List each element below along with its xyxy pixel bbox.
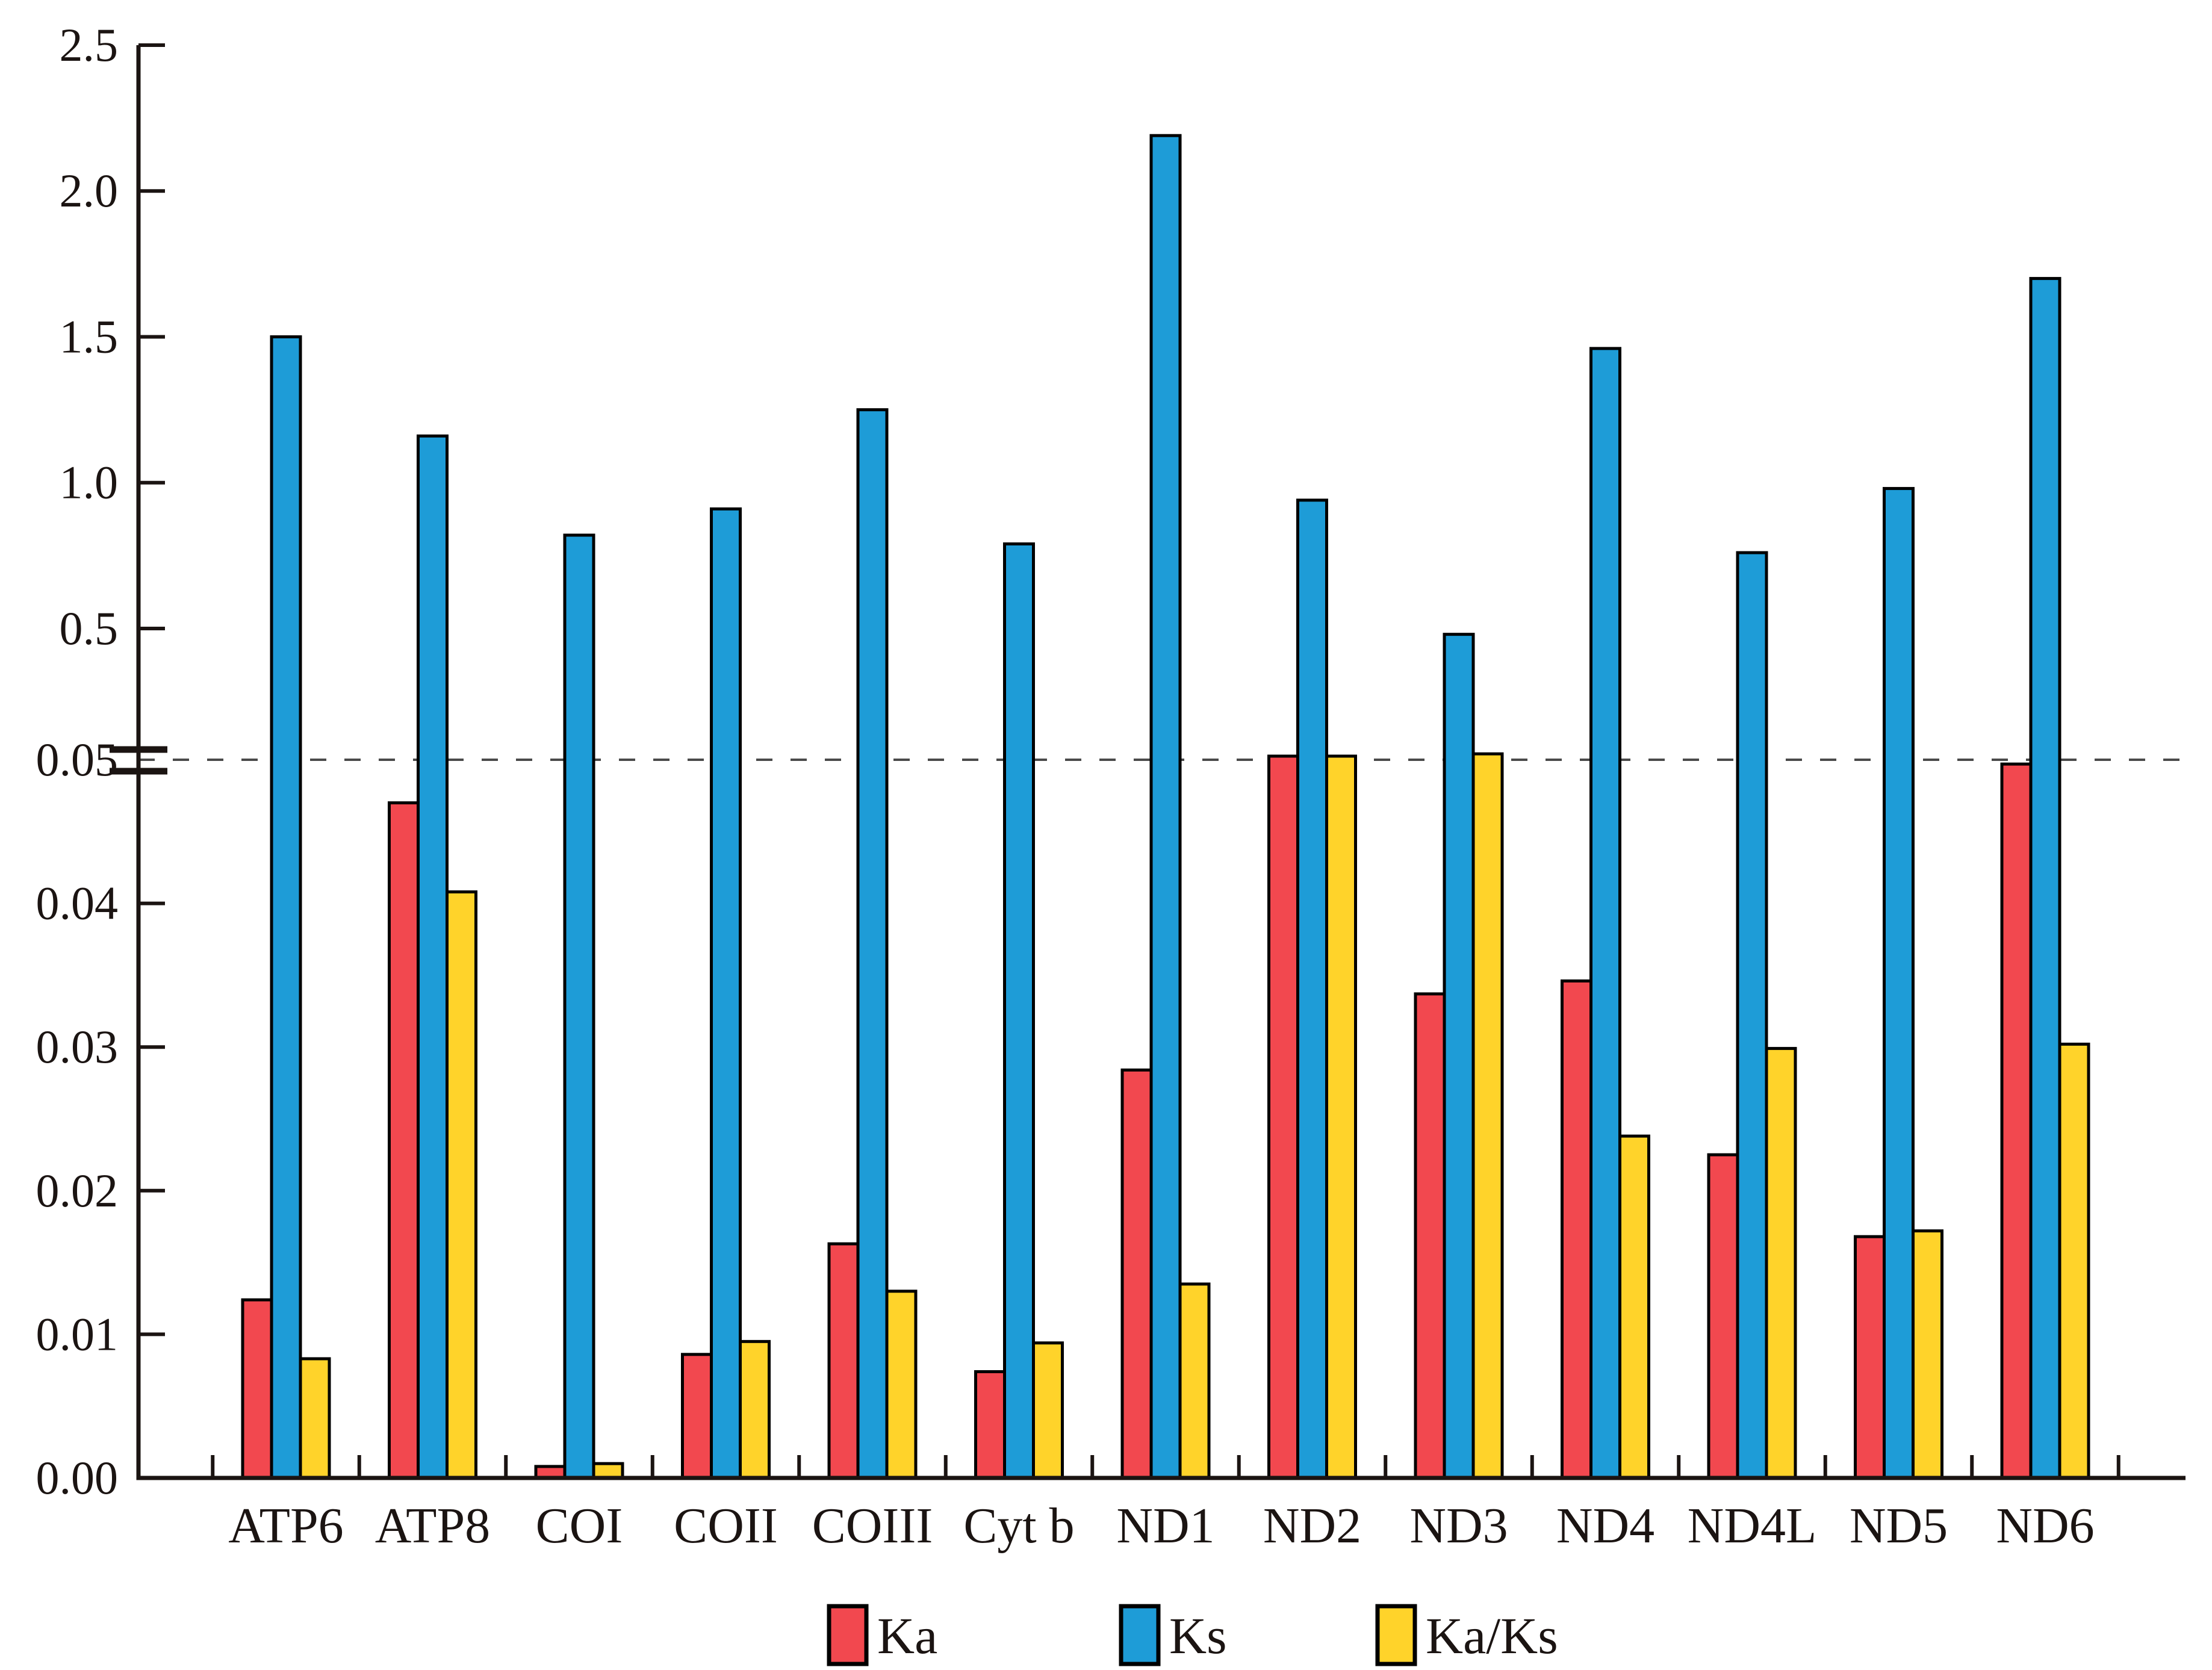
legend-swatch-ks [1119,1604,1161,1666]
y-tick-label-0.01: 0.01 [36,1308,119,1360]
y-tick-label-0.04: 0.04 [36,877,119,930]
bar-ks-nd6 [2029,277,2061,1480]
legend-label-ka-ks: Ka/Ks [1426,1607,1558,1665]
bar-ks-coii [710,507,742,1480]
x-tick-label-coiii: COIII [812,1498,933,1554]
legend-swatch-ka [827,1604,869,1666]
legend-label-ka: Ka [877,1607,937,1665]
y-tick-label-2.5: 2.5 [60,19,119,71]
x-tick-label-nd5: ND5 [1850,1498,1948,1554]
y-tick-label-1.5: 1.5 [60,310,119,362]
bar-ka-nd6 [2000,762,2033,1480]
bar-ks-nd4l [1736,551,1768,1480]
y-tick-label-0.03: 0.03 [36,1020,119,1073]
bar-ka-ks-nd5 [1912,1229,1943,1480]
bar-ks-nd1 [1149,134,1182,1480]
bar-ka-nd3 [1414,992,1446,1480]
bar-ka-ks-coi [592,1462,624,1480]
x-tick-label-nd4: ND4 [1556,1498,1654,1554]
bar-ka-ks-coii [739,1339,771,1480]
y-tick-label-1.0: 1.0 [60,456,119,509]
bar-ka-nd4l [1707,1153,1739,1480]
y-tick-label-0.02: 0.02 [36,1164,119,1217]
x-tick-label-nd2: ND2 [1263,1498,1361,1554]
legend-swatch-ka-ks [1375,1604,1417,1666]
bar-ka-nd1 [1120,1068,1153,1480]
x-tick-label-coi: COI [536,1498,623,1554]
bar-ka-ks-nd1 [1178,1282,1211,1480]
bar-ks-cytb [1003,542,1035,1480]
y-tick-label-0.5: 0.5 [60,602,119,654]
x-tick-label-nd6: ND6 [1996,1498,2094,1554]
bar-ka-ks-atp6 [299,1357,331,1480]
bar-ks-nd4 [1589,347,1621,1480]
bar-ka-coiii [827,1242,860,1480]
x-tick-label-nd4l: ND4L [1688,1498,1817,1554]
bar-ka-ks-atp8 [446,890,477,1480]
legend-label-ks: Ks [1169,1607,1227,1665]
bar-ka-nd2 [1267,754,1299,1480]
bar-ka-nd4 [1561,979,1592,1480]
y-tick-label-0.05: 0.05 [36,733,119,786]
bar-ka-ks-coiii [885,1290,918,1480]
bar-ks-atp8 [417,434,449,1480]
bar-ks-atp6 [270,335,302,1480]
x-tick-label-nd1: ND1 [1116,1498,1214,1554]
x-tick-label-cytb: Cyt b [963,1498,1074,1554]
x-tick-label-atp8: ATP8 [375,1498,490,1554]
bar-ka-ks-nd2 [1325,754,1357,1480]
bar-ka-ks-nd3 [1471,752,1504,1480]
y-tick-label-0.00: 0.00 [36,1451,119,1504]
x-tick-label-nd3: ND3 [1409,1498,1508,1554]
bar-ks-nd3 [1443,633,1475,1480]
x-tick-label-coii: COII [674,1498,778,1554]
bar-ks-coi [563,533,595,1480]
bar-ka-ks-nd4 [1618,1134,1650,1480]
bar-ka-ks-cytb [1032,1341,1064,1480]
y-tick-label-2.0: 2.0 [60,164,119,217]
bar-ks-nd5 [1883,486,1915,1480]
bar-ka-atp6 [241,1298,273,1480]
bar-ka-cytb [974,1370,1006,1480]
x-tick-label-atp6: ATP6 [228,1498,343,1554]
bar-ka-coii [681,1353,713,1480]
bar-ka-ks-nd4l [1765,1047,1797,1480]
bar-ks-nd2 [1296,498,1328,1480]
bar-ka-nd5 [1854,1235,1886,1480]
bar-ka-atp8 [388,801,420,1480]
bar-ka-ks-nd6 [2058,1042,2090,1480]
bar-ks-coiii [856,408,889,1480]
